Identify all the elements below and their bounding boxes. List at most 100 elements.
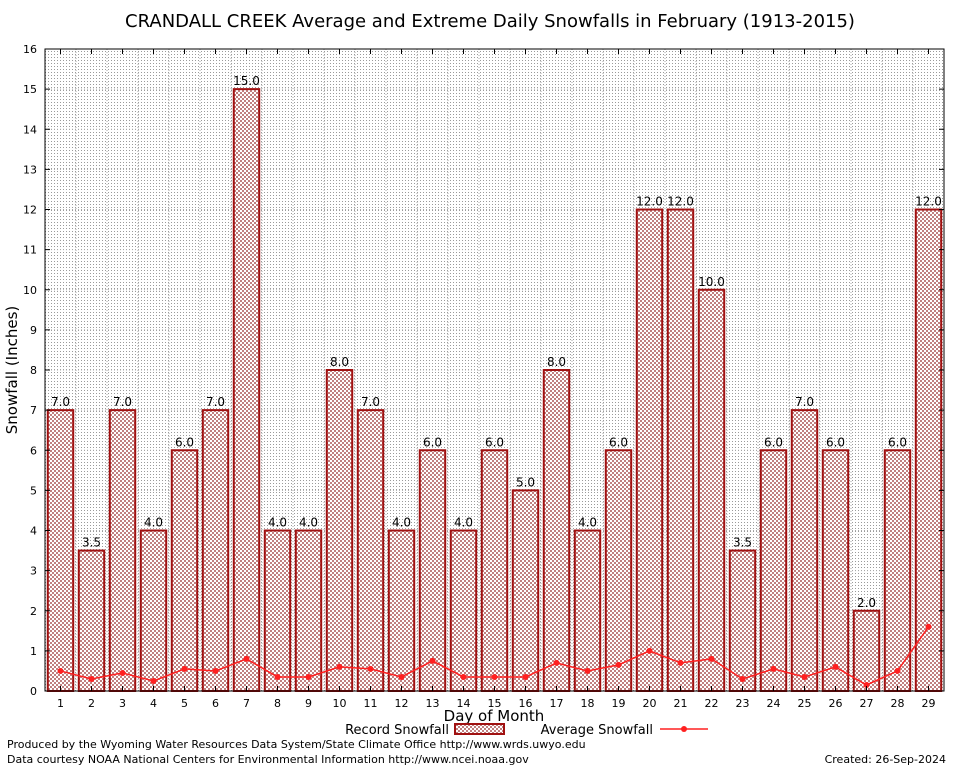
y-tick-label: 11 bbox=[23, 244, 37, 257]
y-tick-label: 2 bbox=[30, 605, 37, 618]
average-point bbox=[57, 667, 64, 674]
y-tick-label: 6 bbox=[30, 444, 37, 457]
bar-value-label: 15.0 bbox=[233, 74, 260, 88]
legend-record-label: Record Snowfall bbox=[345, 723, 449, 738]
x-tick-label: 28 bbox=[891, 697, 905, 710]
bar-value-label: 12.0 bbox=[915, 195, 942, 209]
record-bar bbox=[604, 449, 633, 692]
average-point bbox=[832, 663, 839, 670]
record-bar bbox=[418, 449, 447, 692]
x-tick-label: 20 bbox=[643, 697, 657, 710]
average-point bbox=[801, 673, 808, 680]
y-tick-label: 12 bbox=[23, 204, 37, 217]
footer-produced-by: Produced by the Wyoming Water Resources … bbox=[7, 738, 586, 751]
bar-value-label: 6.0 bbox=[609, 435, 628, 449]
bar-value-label: 4.0 bbox=[268, 516, 287, 530]
y-tick-label: 5 bbox=[30, 484, 37, 497]
x-tick-label: 19 bbox=[612, 697, 626, 710]
record-bar bbox=[46, 409, 75, 692]
average-point bbox=[925, 623, 932, 630]
average-point bbox=[584, 667, 591, 674]
average-point bbox=[615, 661, 622, 668]
x-tick-label: 27 bbox=[860, 697, 874, 710]
x-tick-label: 1 bbox=[57, 697, 64, 710]
y-tick-label: 9 bbox=[30, 324, 37, 337]
y-tick-label: 13 bbox=[23, 163, 37, 176]
record-bar bbox=[170, 449, 199, 692]
y-tick-label: 1 bbox=[30, 645, 37, 658]
bar-value-label: 10.0 bbox=[698, 275, 725, 289]
x-tick-label: 7 bbox=[243, 697, 250, 710]
bar-value-label: 7.0 bbox=[206, 395, 225, 409]
bar-value-label: 2.0 bbox=[857, 596, 876, 610]
record-bar bbox=[77, 549, 106, 692]
legend-average-marker bbox=[681, 726, 687, 732]
y-tick-label: 10 bbox=[23, 284, 37, 297]
record-bar bbox=[635, 208, 664, 692]
record-bar bbox=[790, 409, 819, 692]
legend-record-swatch bbox=[454, 723, 505, 735]
y-tick-label: 4 bbox=[30, 525, 37, 538]
average-point bbox=[677, 659, 684, 666]
footer-created: Created: 26-Sep-2024 bbox=[824, 753, 946, 766]
x-tick-label: 11 bbox=[364, 697, 378, 710]
record-bar bbox=[263, 529, 292, 692]
bar-value-label: 12.0 bbox=[667, 195, 694, 209]
bar-value-label: 7.0 bbox=[361, 395, 380, 409]
record-bar bbox=[139, 529, 168, 692]
x-tick-label: 10 bbox=[333, 697, 347, 710]
x-tick-label: 5 bbox=[181, 697, 188, 710]
average-point bbox=[398, 673, 405, 680]
plot-frame bbox=[44, 48, 945, 692]
chart-title: CRANDALL CREEK Average and Extreme Daily… bbox=[125, 11, 855, 32]
average-point bbox=[770, 665, 777, 672]
y-tick-label: 16 bbox=[23, 43, 37, 56]
bar-value-label: 7.0 bbox=[51, 395, 70, 409]
x-tick-label: 14 bbox=[457, 697, 471, 710]
record-bar bbox=[480, 449, 509, 692]
record-bar bbox=[573, 529, 602, 692]
average-point bbox=[119, 669, 126, 676]
x-tick-label: 18 bbox=[581, 697, 595, 710]
x-tick-label: 2 bbox=[88, 697, 95, 710]
x-tick-label: 23 bbox=[736, 697, 750, 710]
bar-value-label: 3.5 bbox=[82, 536, 101, 550]
record-bar bbox=[697, 288, 726, 692]
record-bar bbox=[542, 369, 571, 692]
y-tick-label: 8 bbox=[30, 364, 37, 377]
x-tick-label: 15 bbox=[488, 697, 502, 710]
average-point bbox=[460, 673, 467, 680]
record-bar bbox=[883, 449, 912, 692]
record-bar bbox=[325, 369, 354, 692]
average-point bbox=[708, 655, 715, 662]
bar-value-label: 6.0 bbox=[423, 435, 442, 449]
record-bar bbox=[821, 449, 850, 692]
average-point bbox=[863, 681, 870, 688]
record-bar bbox=[108, 409, 137, 692]
bar-value-label: 4.0 bbox=[299, 516, 318, 530]
x-tick-label: 17 bbox=[550, 697, 564, 710]
x-tick-label: 9 bbox=[305, 697, 312, 710]
x-tick-label: 29 bbox=[922, 697, 936, 710]
x-tick-label: 22 bbox=[705, 697, 719, 710]
x-tick-label: 6 bbox=[212, 697, 219, 710]
record-bar bbox=[294, 529, 323, 692]
bar-value-label: 7.0 bbox=[113, 395, 132, 409]
record-bar bbox=[666, 208, 695, 692]
y-tick-label: 0 bbox=[30, 685, 37, 698]
x-tick-label: 25 bbox=[798, 697, 812, 710]
average-point bbox=[367, 665, 374, 672]
bar-value-label: 4.0 bbox=[392, 516, 411, 530]
bar-value-label: 8.0 bbox=[330, 355, 349, 369]
legend: Record Snowfall Average Snowfall bbox=[345, 723, 708, 738]
bar-value-label: 6.0 bbox=[764, 435, 783, 449]
bar-value-label: 6.0 bbox=[826, 435, 845, 449]
footer-data-courtesy: Data courtesy NOAA National Centers for … bbox=[7, 753, 529, 766]
average-point bbox=[553, 659, 560, 666]
x-tick-label: 3 bbox=[119, 697, 126, 710]
y-tick-label: 3 bbox=[30, 565, 37, 578]
bar-value-label: 4.0 bbox=[454, 516, 473, 530]
bar-value-label: 4.0 bbox=[578, 516, 597, 530]
y-tick-label: 7 bbox=[30, 404, 37, 417]
